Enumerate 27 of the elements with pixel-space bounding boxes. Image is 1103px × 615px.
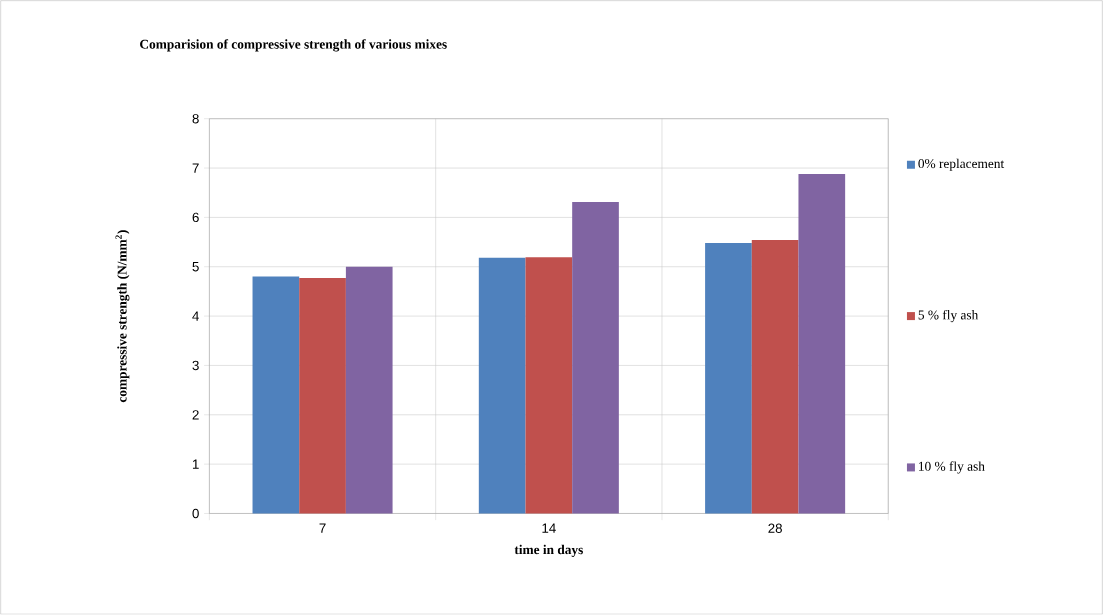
y-tick-label: 0	[192, 508, 199, 519]
x-axis-title: time in days	[514, 544, 583, 558]
bar	[478, 257, 526, 514]
bar	[705, 243, 752, 514]
bar	[798, 174, 846, 514]
y-tick-label: 1	[192, 459, 199, 469]
y-tick-label: 3	[192, 360, 199, 371]
legend-label: 5 % fly ash	[918, 310, 979, 323]
x-tick-label: 14	[542, 523, 556, 533]
x-tick-label: 28	[768, 523, 782, 534]
y-tick-label: 4	[192, 311, 199, 321]
legend-label: 0% replacement	[918, 158, 1005, 171]
y-tick-label: 7	[192, 163, 199, 173]
y-axis-title: compressive strength (N/mm$^{2}$)	[115, 230, 130, 403]
chart-title: Comparision of compressive strength of various mixes	[140, 39, 447, 52]
y-tick-label: 5	[192, 262, 199, 272]
bar	[345, 266, 393, 514]
bar	[525, 257, 573, 514]
bar	[572, 202, 619, 514]
y-tick-label: 6	[192, 212, 199, 223]
bar	[751, 240, 799, 514]
y-tick-label: 2	[192, 410, 199, 420]
legend-label: 10 % fly ash	[919, 461, 985, 474]
bar	[252, 276, 300, 514]
y-tick-label: 8	[192, 114, 199, 124]
x-tick-label: 7	[319, 523, 326, 533]
bar	[299, 278, 346, 514]
